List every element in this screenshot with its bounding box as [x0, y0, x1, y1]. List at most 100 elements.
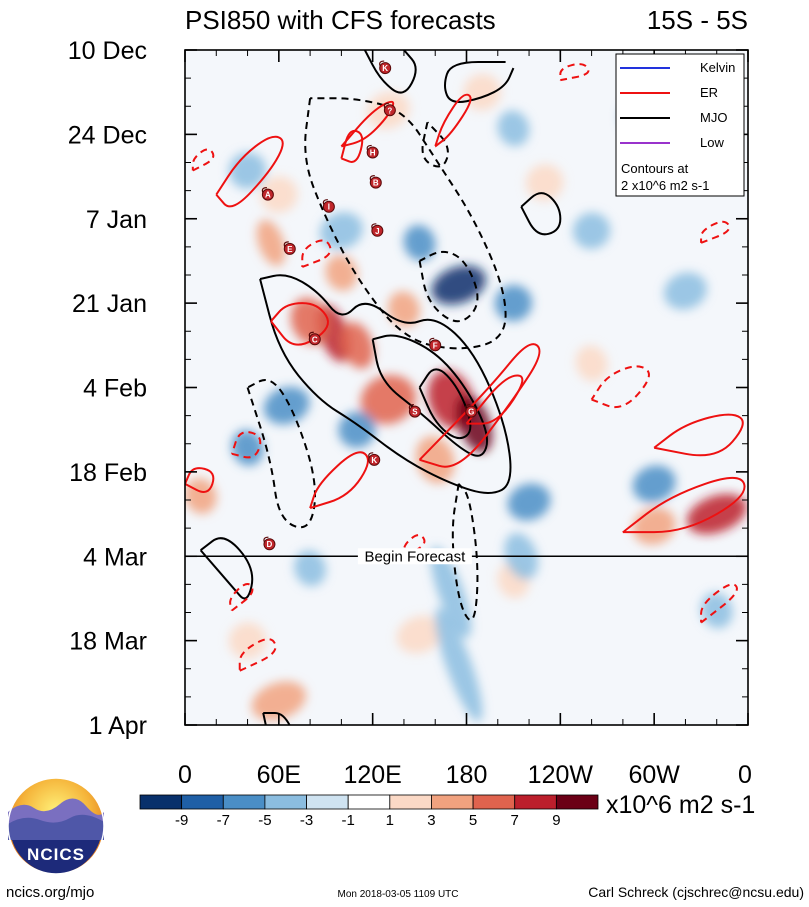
er-contour-29 [700, 220, 731, 244]
colorbar-tick-label-9: 9 [552, 812, 560, 829]
colorbar-bin-9 [514, 794, 557, 810]
storm-marker-label-11: G [468, 408, 474, 417]
mjo-contour-1 [443, 61, 515, 103]
storm-marker-label-13: D [267, 540, 273, 549]
er-contour-18 [418, 343, 541, 468]
mjo-contour-4 [418, 250, 479, 323]
colorbar-tick-label-5: 1 [386, 812, 394, 829]
heatmap-cell-12 [260, 176, 298, 213]
x-tick-label-5: 60W [628, 761, 680, 789]
y-tick-label-4: 4 Feb [83, 375, 147, 403]
storm-marker-4: A [261, 187, 274, 201]
storm-marker-9: F [429, 337, 442, 352]
storm-marker-0: K [379, 60, 392, 75]
y-tick-label-7: 18 Mar [69, 628, 147, 656]
er-contour-33 [229, 582, 254, 612]
x-axis-labels: 0 60E 120E 180 120W 60W 0 [178, 761, 752, 789]
y-axis-labels: 10 Dec 24 Dec 7 Jan 21 Jan 4 Feb 18 Feb 4 Mar 1… [68, 37, 147, 740]
x-tick-label-3: 180 [446, 761, 488, 789]
colorbar-bin-7 [431, 794, 474, 810]
storm-marker-11: G [465, 404, 478, 418]
y-tick-label-8: 1 Apr [89, 712, 147, 740]
er-contour-24 [230, 431, 262, 459]
storm-marker-label-9: F [433, 341, 438, 350]
storm-marker-7: E [283, 241, 296, 255]
heatmap-cell-35 [497, 110, 530, 147]
axis-ticks [184, 49, 749, 726]
mjo-contour-12 [451, 483, 479, 621]
heatmap-cell-26 [231, 429, 264, 466]
storm-markers: K? H B A I J E C F S G K D [261, 60, 478, 551]
colorbar-tick-label-7: 5 [469, 812, 477, 829]
heatmap-cell-3 [360, 374, 417, 425]
storm-marker-label-10: S [412, 408, 418, 417]
storm-marker-13: D [263, 536, 276, 551]
mjo-contour-6 [259, 274, 512, 494]
storm-marker-label-2: H [370, 148, 376, 157]
colorbar-tick-label-2: -5 [258, 812, 271, 829]
y-tick-label-2: 7 Jan [86, 206, 147, 234]
y-tick-label-5: 18 Feb [69, 459, 147, 487]
footer-author: Carl Schreck (cjschrec@ncsu.edu) [588, 884, 804, 900]
colorbar-tick-label-4: -1 [342, 812, 355, 829]
x-tick-label-4: 120W [528, 761, 594, 789]
x-tick-label-0: 0 [178, 761, 192, 789]
legend: Kelvin ER MJO Low Contours at 2 x10^6 m2… [615, 53, 745, 197]
mjo-contour-3 [421, 121, 449, 168]
colorbar-bin-0 [139, 794, 183, 810]
colorbar-tick-label-0: -9 [175, 812, 188, 829]
er-contour-22 [185, 467, 215, 493]
mjo-contour-7 [371, 334, 489, 457]
forecast-label: Begin Forecast [364, 548, 466, 565]
heatmap-cell-18 [396, 615, 443, 654]
y-tick-label-3: 21 Jan [72, 290, 147, 318]
storm-marker-label-8: C [312, 335, 318, 344]
storm-marker-5: I [322, 199, 335, 213]
storm-marker-label-3: B [373, 179, 379, 188]
colorbar-bin-4 [306, 794, 349, 810]
er-contour-13 [215, 135, 284, 208]
legend-label-mjo: MJO [700, 110, 727, 125]
colorbar-tick-label-6: 3 [427, 812, 435, 829]
storm-marker-label-5: I [328, 203, 330, 212]
chart-title: PSI850 with CFS forecasts [185, 5, 496, 35]
er-contour-17 [270, 302, 329, 346]
mjo-contour-5 [520, 192, 562, 236]
y-tick-label-0: 10 Dec [68, 37, 147, 65]
colorbar-bin-6 [389, 794, 432, 810]
heatmap-cell-38 [572, 212, 611, 249]
storm-marker-10: S [408, 404, 421, 418]
heatmap-cell-25 [263, 386, 310, 425]
heatmap-cell-16 [228, 622, 267, 659]
er-contour-19 [465, 374, 524, 425]
heatmap-cell-15 [575, 345, 608, 382]
colorbar-bin-3 [264, 794, 307, 810]
ncics-logo: NCICS [7, 777, 105, 875]
storm-marker-1: ? [383, 102, 396, 117]
heatmap-cell-8 [325, 255, 358, 291]
legend-label-kelvin: Kelvin [700, 60, 735, 75]
storm-marker-3: B [369, 174, 382, 189]
legend-label-er: ER [700, 85, 718, 100]
mjo-contour-11 [246, 378, 316, 529]
heatmap-cell-24 [403, 225, 436, 261]
legend-note-line1: Contours at [621, 161, 689, 176]
storm-marker-6: J [371, 223, 384, 237]
mjo-contour-0 [363, 50, 417, 94]
storm-marker-2: H [366, 144, 379, 159]
colorbar-tick-label-1: -7 [217, 812, 230, 829]
heatmap-cell-14 [526, 164, 564, 201]
colorbar-bin-2 [222, 794, 266, 810]
x-tick-label-6: 0 [738, 761, 752, 789]
legend-label-low: Low [700, 135, 724, 150]
heatmap-cell-7 [388, 291, 420, 327]
er-contour-21 [653, 413, 744, 457]
er-contour-23 [309, 451, 369, 509]
heatmap-cell-11 [256, 219, 286, 266]
heatmap-cell-31 [434, 607, 483, 722]
heatmap-cell-27 [338, 411, 376, 448]
y-tick-label-1: 24 Dec [68, 121, 147, 149]
chart-subtitle: 15S - 5S [647, 5, 748, 35]
storm-marker-label-6: J [375, 227, 379, 236]
storm-marker-label-7: E [287, 245, 293, 254]
